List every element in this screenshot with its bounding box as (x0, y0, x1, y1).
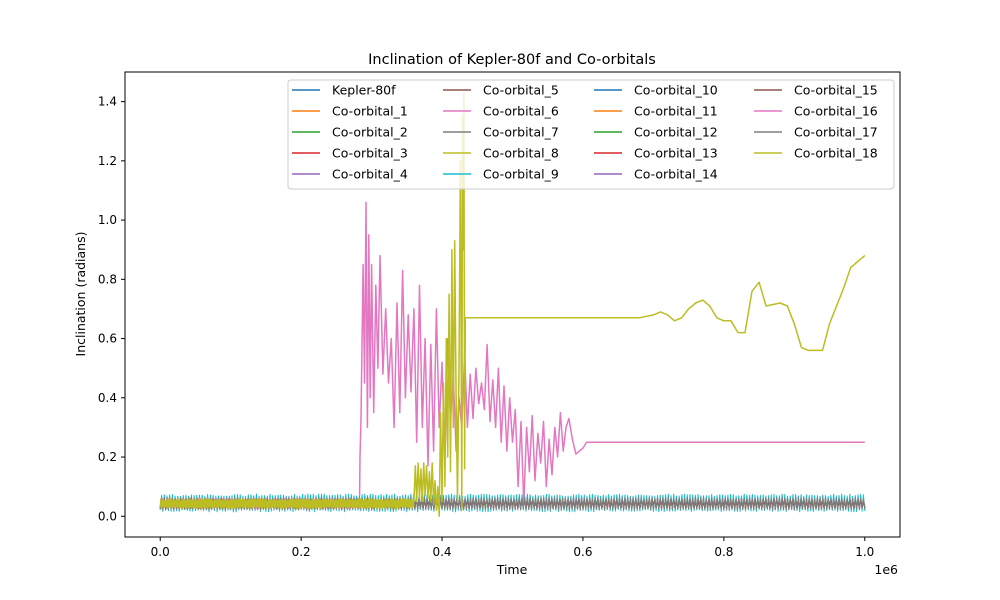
plot-area-frame (124, 71, 901, 538)
series-line (358, 201, 865, 506)
legend-box (287, 79, 895, 190)
legend: Kepler-80f Co-orbital_1 Co-orbital_2 Co-orb… (287, 79, 895, 190)
axis-ticks: 0.0 0.2 0.4 0.6 0.8 1.0 0.0 0.2 0.4 0.6 0.8 1.0 1.2 1… (98, 95, 874, 559)
legend-label: Co-orbital_1 (332, 104, 408, 119)
x-tick-label: 1.0 (855, 545, 874, 559)
y-tick-label: 1.4 (98, 95, 117, 109)
legend-label: Co-orbital_2 (332, 125, 408, 140)
legend-label: Co-orbital_8 (483, 146, 559, 161)
series-line (413, 91, 866, 518)
legend-label: Co-orbital_11 (634, 104, 718, 119)
legend-label: Co-orbital_15 (794, 83, 878, 98)
x-axis-offset-label: 1e6 (874, 562, 898, 577)
legend-label: Co-orbital_17 (794, 125, 878, 140)
x-tick-label: 0.2 (292, 545, 311, 559)
y-tick-label: 0.0 (98, 509, 117, 523)
legend-label: Co-orbital_4 (332, 167, 408, 182)
legend-label: Co-orbital_18 (794, 146, 878, 161)
series-co-orbital-18 (159, 91, 866, 518)
legend-label: Co-orbital_14 (634, 167, 718, 182)
y-tick-label: 0.8 (98, 272, 117, 286)
y-tick-label: 0.4 (98, 391, 117, 405)
x-tick-label: 0.0 (151, 545, 170, 559)
legend-label: Co-orbital_13 (634, 146, 718, 161)
legend-label: Co-orbital_12 (634, 125, 718, 140)
series-band-line (159, 498, 415, 510)
y-tick-label: 0.6 (98, 332, 117, 346)
legend-label: Co-orbital_3 (332, 146, 408, 161)
series-layer (159, 91, 866, 518)
x-tick-label: 0.4 (432, 545, 451, 559)
legend-label: Co-orbital_9 (483, 167, 559, 182)
legend-label: Co-orbital_7 (483, 125, 559, 140)
y-tick-label: 0.2 (98, 450, 117, 464)
legend-label: Co-orbital_16 (794, 104, 878, 119)
legend-label: Co-orbital_10 (634, 83, 718, 98)
x-tick-label: 0.6 (573, 545, 592, 559)
legend-label: Co-orbital_6 (483, 104, 559, 119)
y-tick-label: 1.2 (98, 154, 117, 168)
x-tick-label: 0.8 (714, 545, 733, 559)
y-tick-label: 1.0 (98, 213, 117, 227)
x-axis-label: Time (496, 562, 528, 577)
legend-label: Co-orbital_5 (483, 83, 559, 98)
legend-label: Kepler-80f (332, 83, 396, 98)
chart-title: Inclination of Kepler-80f and Co-orbital… (368, 52, 656, 68)
y-axis-label: Inclination (radians) (73, 232, 88, 357)
